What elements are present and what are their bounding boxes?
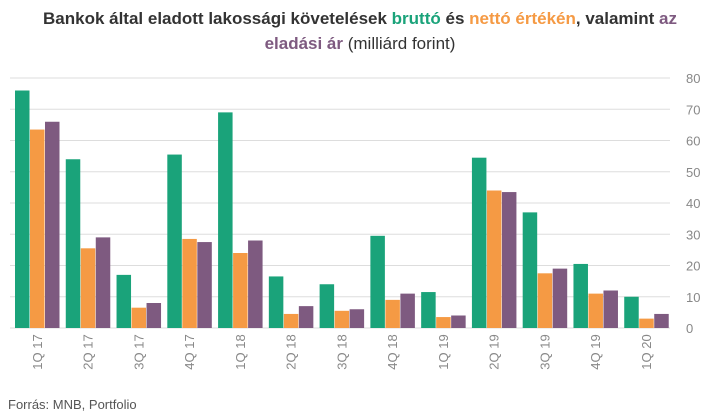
bar-brutto bbox=[421, 292, 436, 328]
bar-eladasi bbox=[197, 242, 212, 328]
bar-eladasi bbox=[501, 192, 517, 328]
bar-netto bbox=[283, 313, 299, 328]
bar-netto bbox=[182, 238, 197, 328]
title-part3: , valamint bbox=[575, 9, 660, 28]
y-tick-label: 20 bbox=[686, 259, 700, 274]
bar-netto bbox=[537, 273, 553, 328]
title-az: az bbox=[659, 9, 677, 28]
x-tick-label: 3Q 17 bbox=[131, 334, 146, 369]
x-tick-label: 2Q 19 bbox=[487, 334, 502, 369]
x-tick-label: 1Q 17 bbox=[30, 334, 45, 369]
y-tick-label: 50 bbox=[686, 165, 700, 180]
y-tick-label: 70 bbox=[686, 102, 700, 117]
bar-brutto bbox=[624, 296, 639, 328]
y-tick-label: 60 bbox=[686, 134, 700, 149]
x-tick-label: 3Q 18 bbox=[334, 334, 349, 369]
title-part4: (milliárd forint) bbox=[343, 34, 456, 53]
bar-brutto bbox=[319, 284, 335, 328]
bar-brutto bbox=[116, 274, 132, 328]
y-tick-label: 30 bbox=[686, 227, 700, 242]
bar-netto bbox=[233, 253, 248, 328]
bar-brutto bbox=[65, 159, 81, 328]
source-note: Forrás: MNB, Portfolio bbox=[8, 397, 137, 412]
x-tick-label: 4Q 19 bbox=[588, 334, 603, 369]
x-tick-label: 1Q 19 bbox=[436, 334, 451, 369]
bar-brutto bbox=[15, 90, 30, 328]
bar-eladasi bbox=[451, 315, 466, 328]
bar-brutto bbox=[268, 276, 284, 328]
title-eladasi: eladási ár bbox=[264, 34, 344, 53]
x-tick-label: 4Q 17 bbox=[182, 334, 197, 369]
bar-eladasi bbox=[248, 240, 263, 328]
bar-netto bbox=[131, 307, 147, 328]
title-part2: és bbox=[440, 9, 470, 28]
bar-eladasi bbox=[45, 121, 60, 328]
bar-eladasi bbox=[654, 313, 669, 328]
x-tick-label: 4Q 18 bbox=[385, 334, 400, 369]
bar-brutto bbox=[167, 154, 182, 328]
bar-eladasi bbox=[95, 237, 111, 328]
title-brutto: bruttó bbox=[391, 9, 441, 28]
bar-eladasi bbox=[552, 268, 568, 328]
y-tick-label: 0 bbox=[686, 321, 693, 336]
bar-netto bbox=[334, 310, 350, 328]
y-tick-label: 40 bbox=[686, 196, 700, 211]
y-tick-label: 10 bbox=[686, 290, 700, 305]
bar-netto bbox=[486, 190, 502, 328]
bar-netto bbox=[436, 317, 451, 328]
bar-brutto bbox=[218, 112, 233, 328]
x-tick-label: 3Q 19 bbox=[537, 334, 552, 369]
x-tick-label: 2Q 17 bbox=[81, 334, 96, 369]
chart-title: Bankok által eladott lakossági követelés… bbox=[0, 6, 720, 56]
x-tick-labels: 1Q 17 2Q 17 3Q 17 4Q 17 1Q 18 2Q 18 3Q 18 4Q 18… bbox=[30, 334, 654, 369]
x-tick-label: 1Q 20 bbox=[639, 334, 654, 369]
bar-brutto bbox=[522, 212, 538, 328]
y-tick-labels: 0 10 20 30 40 50 60 70 80 bbox=[686, 71, 700, 336]
bar-eladasi bbox=[349, 309, 365, 328]
title-netto: nettó értékén bbox=[469, 9, 576, 28]
x-tick-label: 1Q 18 bbox=[233, 334, 248, 369]
y-tick-label: 80 bbox=[686, 71, 700, 86]
bar-eladasi bbox=[603, 290, 618, 328]
title-part1: Bankok által eladott lakossági követelés… bbox=[43, 9, 392, 28]
bar-eladasi bbox=[298, 306, 314, 328]
bars bbox=[15, 90, 669, 328]
bar-brutto bbox=[471, 157, 487, 328]
bar-netto bbox=[30, 129, 45, 328]
bar-netto bbox=[385, 299, 400, 328]
bar-brutto bbox=[370, 235, 385, 328]
bar-netto bbox=[639, 318, 654, 328]
bar-eladasi bbox=[400, 293, 415, 328]
bar-brutto bbox=[573, 263, 588, 328]
bar-eladasi bbox=[146, 303, 162, 328]
bar-netto bbox=[588, 293, 603, 328]
bar-netto bbox=[80, 248, 96, 328]
x-tick-label: 2Q 18 bbox=[284, 334, 299, 369]
